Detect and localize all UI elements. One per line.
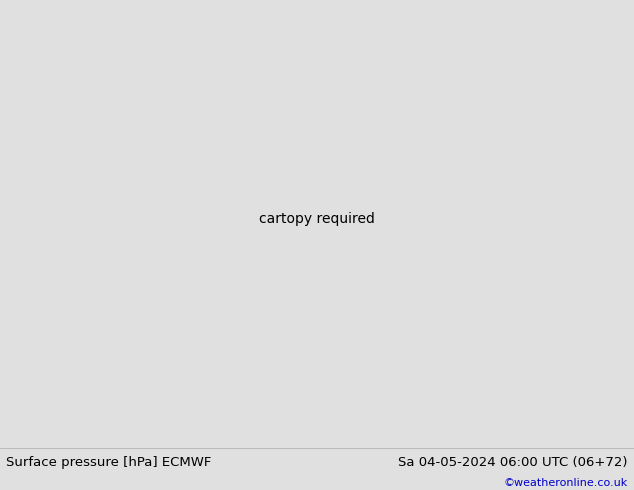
Text: Sa 04-05-2024 06:00 UTC (06+72): Sa 04-05-2024 06:00 UTC (06+72)	[398, 456, 628, 469]
Text: Surface pressure [hPa] ECMWF: Surface pressure [hPa] ECMWF	[6, 456, 212, 469]
Text: ©weatheronline.co.uk: ©weatheronline.co.uk	[503, 478, 628, 489]
Text: cartopy required: cartopy required	[259, 212, 375, 226]
